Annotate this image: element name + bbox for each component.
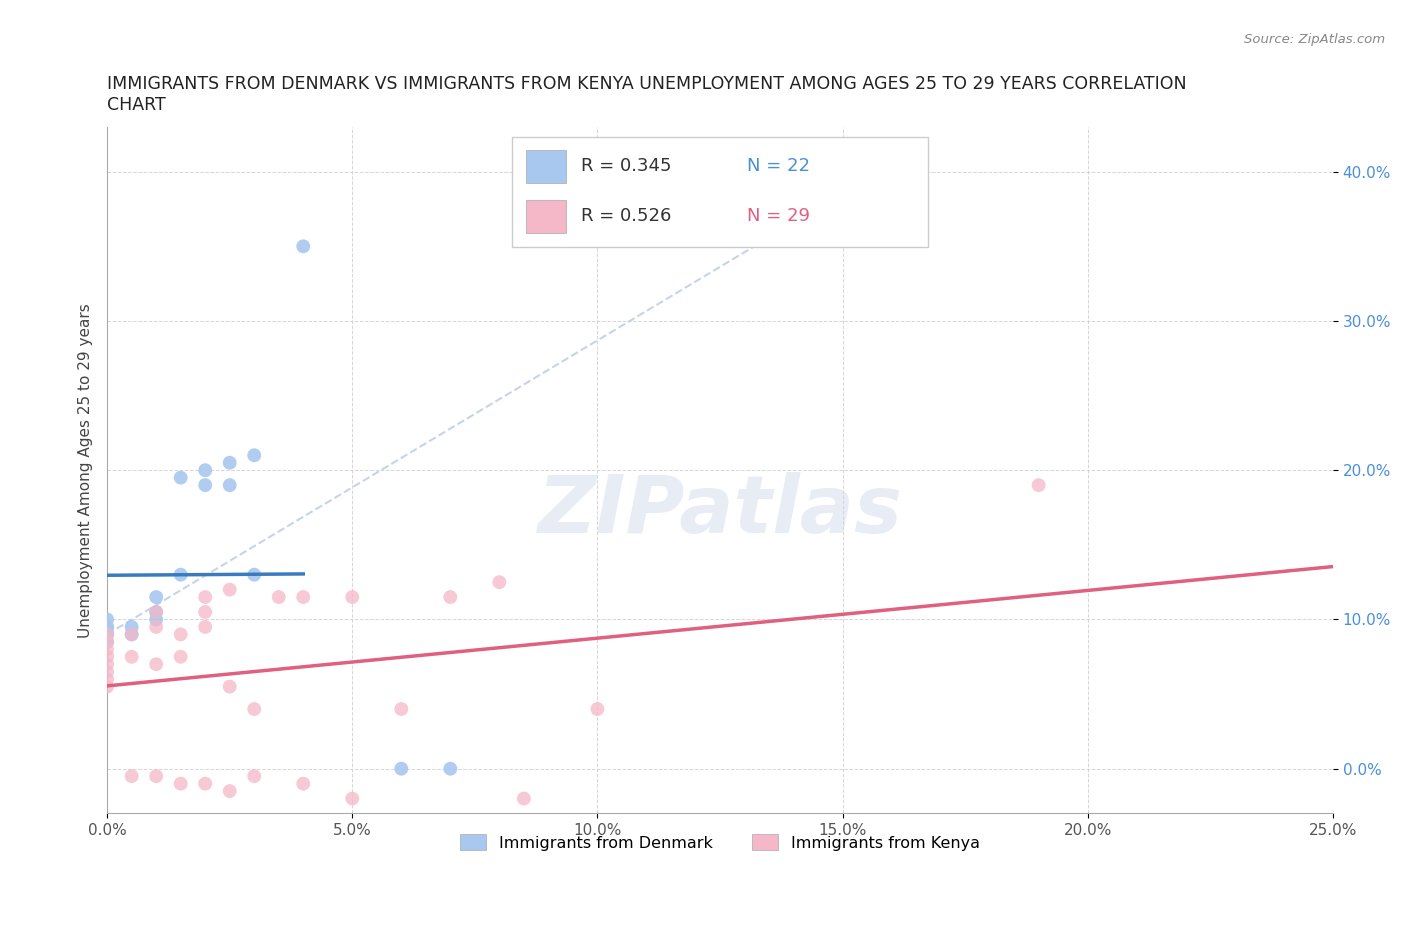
Legend: Immigrants from Denmark, Immigrants from Kenya: Immigrants from Denmark, Immigrants from… (454, 828, 986, 857)
Point (218, 784, 240, 799)
Point (218, 456, 240, 471)
Point (96, 679, 118, 694)
Point (96, 671, 118, 686)
Point (96, 627, 118, 642)
Point (194, 777, 217, 791)
Point (170, 649, 193, 664)
Point (267, 590, 290, 604)
Point (194, 478, 217, 493)
Text: Source: ZipAtlas.com: Source: ZipAtlas.com (1244, 33, 1385, 46)
Point (586, 701, 609, 716)
Point (145, 612, 167, 627)
Point (218, 478, 240, 493)
Point (96, 627, 118, 642)
Point (121, 649, 143, 664)
Text: IMMIGRANTS FROM DENMARK VS IMMIGRANTS FROM KENYA UNEMPLOYMENT AMONG AGES 25 TO 2: IMMIGRANTS FROM DENMARK VS IMMIGRANTS FR… (107, 75, 1187, 114)
Point (145, 619, 167, 634)
Point (218, 582, 240, 597)
Point (513, 791, 536, 806)
Point (439, 590, 461, 604)
Point (96, 619, 118, 634)
Point (96, 642, 118, 657)
Text: N = 29: N = 29 (747, 207, 810, 225)
Point (145, 604, 167, 619)
Point (121, 619, 143, 634)
Y-axis label: Unemployment Among Ages 25 to 29 years: Unemployment Among Ages 25 to 29 years (79, 303, 93, 638)
Point (292, 239, 315, 254)
Point (218, 679, 240, 694)
Point (342, 590, 364, 604)
Point (96, 627, 118, 642)
Point (96, 634, 118, 649)
Point (145, 769, 167, 784)
Point (96, 649, 118, 664)
Point (439, 762, 461, 777)
Point (170, 567, 193, 582)
Point (194, 463, 217, 478)
Point (170, 471, 193, 485)
Point (389, 762, 412, 777)
Point (194, 604, 217, 619)
Point (292, 777, 315, 791)
Point (389, 701, 412, 716)
Point (96, 634, 118, 649)
Point (121, 769, 143, 784)
Point (243, 769, 266, 784)
Text: ZIPatlas: ZIPatlas (537, 472, 903, 551)
Point (96, 612, 118, 627)
Point (145, 604, 167, 619)
Point (96, 619, 118, 634)
Point (170, 627, 193, 642)
Point (342, 791, 364, 806)
Text: N = 22: N = 22 (747, 157, 810, 175)
Point (170, 777, 193, 791)
Point (96, 657, 118, 671)
Point (194, 590, 217, 604)
Point (243, 448, 266, 463)
Point (145, 590, 167, 604)
Point (121, 627, 143, 642)
Point (96, 664, 118, 679)
Point (145, 657, 167, 671)
Point (243, 701, 266, 716)
Point (1028, 478, 1050, 493)
Point (243, 567, 266, 582)
Text: R = 0.345: R = 0.345 (582, 157, 672, 175)
Point (194, 619, 217, 634)
FancyBboxPatch shape (526, 200, 565, 232)
Point (121, 627, 143, 642)
Point (488, 575, 510, 590)
Point (292, 590, 315, 604)
FancyBboxPatch shape (512, 138, 928, 247)
FancyBboxPatch shape (526, 150, 565, 182)
Text: R = 0.526: R = 0.526 (582, 207, 672, 225)
